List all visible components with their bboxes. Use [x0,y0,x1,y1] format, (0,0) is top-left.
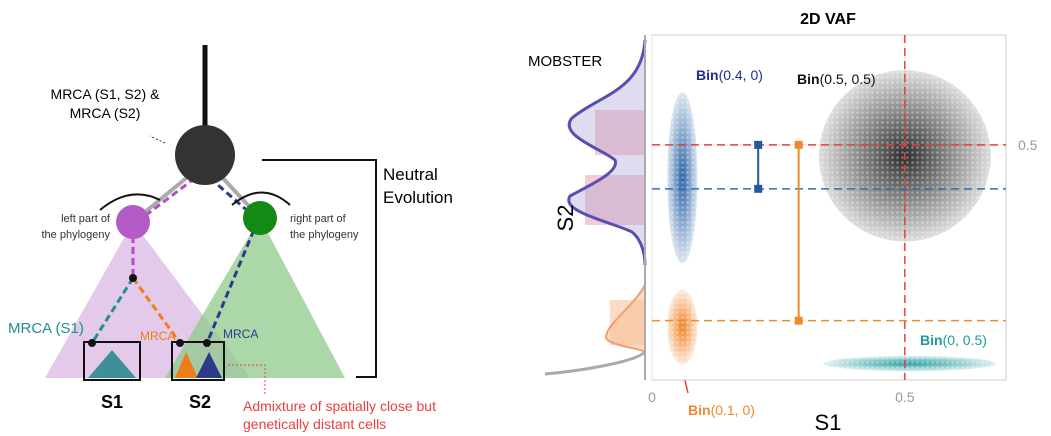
annotation-text: (0, 0.5) [943,332,987,348]
annotation-text: (0.4, 0) [719,67,763,83]
x-tick-label: 0 [648,389,656,405]
label: the phylogeny [290,229,359,241]
label: MRCA (S1, S2) & [51,86,161,102]
marginal-label: MOBSTER [528,53,602,70]
label: S1 [101,392,123,412]
figure: MRCA (S1, S2) & MRCA (S2) left part of t… [0,0,1051,436]
label: right part of [290,213,347,225]
x-axis-label: S1 [815,410,842,435]
phylogeny: MRCA (S1, S2) & MRCA (S2) left part of t… [8,45,453,432]
segment-end [795,141,803,149]
leader [150,136,165,143]
segment-end [795,317,803,325]
label: MRCA (S1) [8,320,84,337]
y-axis-label: S2 [553,205,578,232]
annotation-bold: Bin [688,402,711,418]
annotation-text: (0.5, 0.5) [820,71,876,87]
label: the phylogeny [42,229,111,241]
annotation: Bin(0.1, 0) [688,402,755,418]
label: MRCA [223,327,258,341]
root-node [175,125,235,185]
label: S2 [189,392,211,412]
segment-end [754,141,762,149]
annotation-text: (0.1, 0) [711,402,755,418]
chart-title: 2D VAF [800,11,856,28]
cluster-texture [667,290,697,365]
annotation: Bin(0, 0.5) [920,332,987,348]
annotation-bold: Bin [797,71,820,87]
annotation-bold: Bin [920,332,943,348]
label: Neutral [383,165,438,184]
label: left part of [61,213,111,225]
label: MRCA [140,329,175,343]
label: genetically distant cells [243,416,386,432]
label: Admixture of spatially close but [243,398,436,414]
cluster-texture [824,356,996,371]
left-node [116,205,150,239]
label: Evolution [383,188,453,207]
density [545,352,645,374]
annotation: Bin(0.5, 0.5) [797,71,876,87]
y-tick-label: 0.5 [1018,137,1038,153]
label: MRCA (S2) [70,105,141,121]
density [569,40,645,265]
x-tick-label: 0.5 [895,389,915,405]
segment-end [754,185,762,193]
right-clade [165,218,345,378]
node-dot [129,274,137,282]
annotation: Bin(0.4, 0) [696,67,763,83]
cluster-texture [667,92,697,263]
right-node [243,201,277,235]
annotation-bold: Bin [696,67,719,83]
